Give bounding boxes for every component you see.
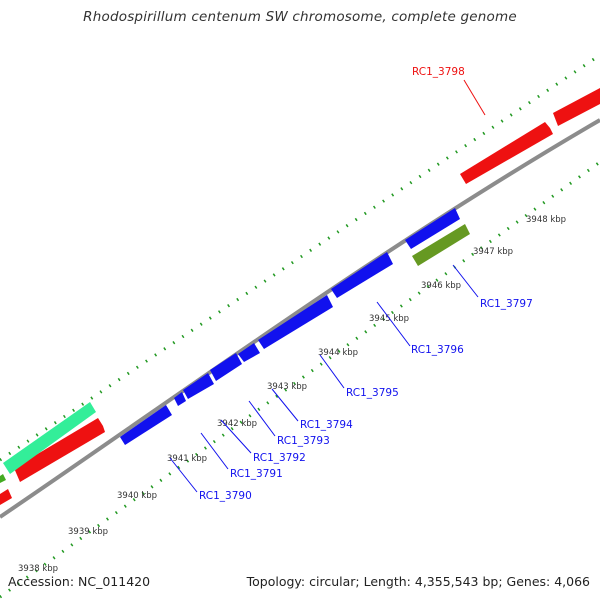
- gene-label-RC1_3790: RC1_3790: [199, 490, 252, 502]
- kbp-label: 3945 kbp: [369, 314, 409, 324]
- gene-RC1_3795-arrow: [258, 295, 333, 349]
- gene-RC1_3793-arrow: [210, 353, 242, 381]
- kbp-label: 3948 kbp: [526, 215, 566, 225]
- callout-RC1_3796: [376, 301, 411, 347]
- kbp-position-labels: 3938 kbp 3939 kbp 3940 kbp 3941 kbp 3942…: [18, 215, 566, 574]
- callout-RC1_3794: [271, 388, 299, 422]
- genome-summary-label: Topology: circular; Length: 4,355,543 bp…: [246, 574, 590, 589]
- gene-RC1_3796-arrow: [331, 252, 393, 298]
- gene-RC1_3797-arrow: [405, 208, 460, 249]
- kbp-label: 3941 kbp: [167, 454, 207, 464]
- gene-label-RC1_3797: RC1_3797: [480, 298, 533, 310]
- gene-label-RC1_3795: RC1_3795: [346, 387, 399, 399]
- gene-forward-left-arrow: [14, 418, 105, 482]
- kbp-label: 3939 kbp: [68, 527, 108, 537]
- callout-RC1_3798: [463, 79, 486, 116]
- callout-RC1_3792: [220, 419, 252, 454]
- kbp-label: 3938 kbp: [18, 564, 58, 574]
- gene-RC1_3794-arrow: [238, 343, 260, 362]
- accession-label: Accession: NC_011420: [8, 574, 151, 589]
- kbp-label: 3943 kbp: [267, 382, 307, 392]
- callout-RC1_3791: [200, 432, 229, 470]
- gene-RC1_3798-arrow: [460, 122, 553, 184]
- gene-label-RC1_3796: RC1_3796: [411, 344, 464, 356]
- kbp-label: 3946 kbp: [421, 281, 461, 291]
- gene-rna-arrow: [3, 402, 96, 474]
- gene-RC1_3792-arrow: [183, 373, 214, 399]
- callout-RC1_3797: [452, 264, 479, 298]
- gene-label-RC1_3794: RC1_3794: [300, 419, 353, 431]
- gene-label-RC1_3798: RC1_3798: [412, 66, 465, 78]
- chromosome-backbone: [0, 118, 600, 519]
- map-title: Rhodospirillum centenum SW chromosome, c…: [83, 9, 517, 25]
- gene-label-RC1_3792: RC1_3792: [253, 452, 306, 464]
- feature-olive-arrow: [412, 224, 470, 266]
- kbp-label: 3940 kbp: [117, 491, 157, 501]
- gene-RC1_3791-arrow: [174, 392, 186, 406]
- gene-label-RC1_3793: RC1_3793: [277, 435, 330, 447]
- reverse-strand-genes: [120, 208, 460, 445]
- kbp-label: 3944 kbp: [318, 348, 358, 358]
- kbp-label: 3942 kbp: [217, 419, 257, 429]
- gene-forward-right-arrow: [553, 88, 600, 126]
- gene-forward-edge-arrow: [0, 489, 12, 505]
- forward-strand-genes: [0, 88, 600, 505]
- callout-RC1_3793: [248, 400, 276, 437]
- outer-tick-track: [0, 53, 600, 462]
- gene-label-RC1_3791: RC1_3791: [230, 468, 283, 480]
- gene-RC1_3790-arrow: [120, 405, 172, 445]
- gene-label-callouts: RC1_3798 RC1_3797 RC1_3796 RC1_3795 RC1_…: [169, 66, 533, 502]
- callout-RC1_3790: [169, 457, 198, 493]
- outer-tick-track-line: [0, 53, 600, 462]
- callout-RC1_3795: [319, 354, 345, 389]
- kbp-label: 3947 kbp: [473, 247, 513, 257]
- gene-small-green-edge: [0, 474, 6, 483]
